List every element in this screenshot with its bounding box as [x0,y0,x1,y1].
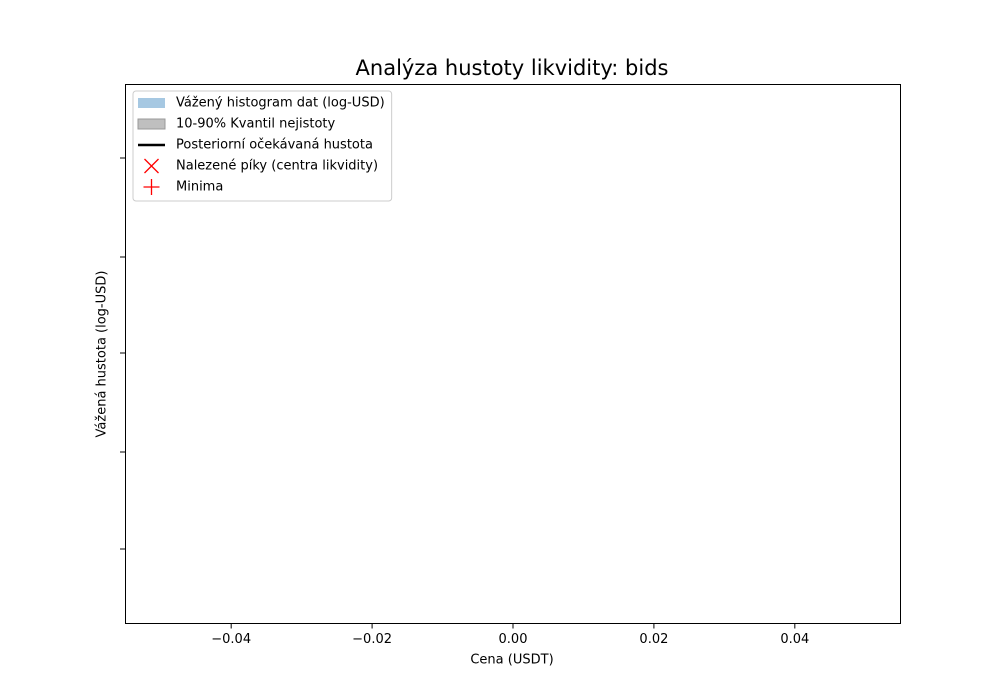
x-tick-label: 0.02 [639,632,668,647]
legend-label: Posteriorní očekávaná hustota [176,138,373,153]
legend-label: Minima [176,180,223,195]
legend: Vážený histogram dat (log-USD) 10-90% Kva… [132,90,393,202]
x-tick-label: 0.04 [780,632,809,647]
legend-label: Nalezené píky (centra likvidity) [176,159,378,174]
legend-swatch [137,118,166,130]
legend-swatch [143,179,160,195]
legend-swatch [138,98,165,108]
legend-label: 10-90% Kvantil nejistoty [176,117,336,132]
x-tick-label: −0.04 [211,632,251,647]
x-tick-label: 0.00 [499,632,528,647]
x-tick-label: −0.02 [352,632,392,647]
legend-swatch [144,158,159,174]
x-axis-label: Cena (USDT) [470,653,553,668]
y-axis-label: Vážená hustota (log-USD) [95,271,110,438]
y-ticks [120,157,125,550]
legend-label: Vážený histogram dat (log-USD) [176,96,385,111]
legend-box [132,90,393,202]
chart-title: Analýza hustoty likvidity: bids [356,56,669,80]
